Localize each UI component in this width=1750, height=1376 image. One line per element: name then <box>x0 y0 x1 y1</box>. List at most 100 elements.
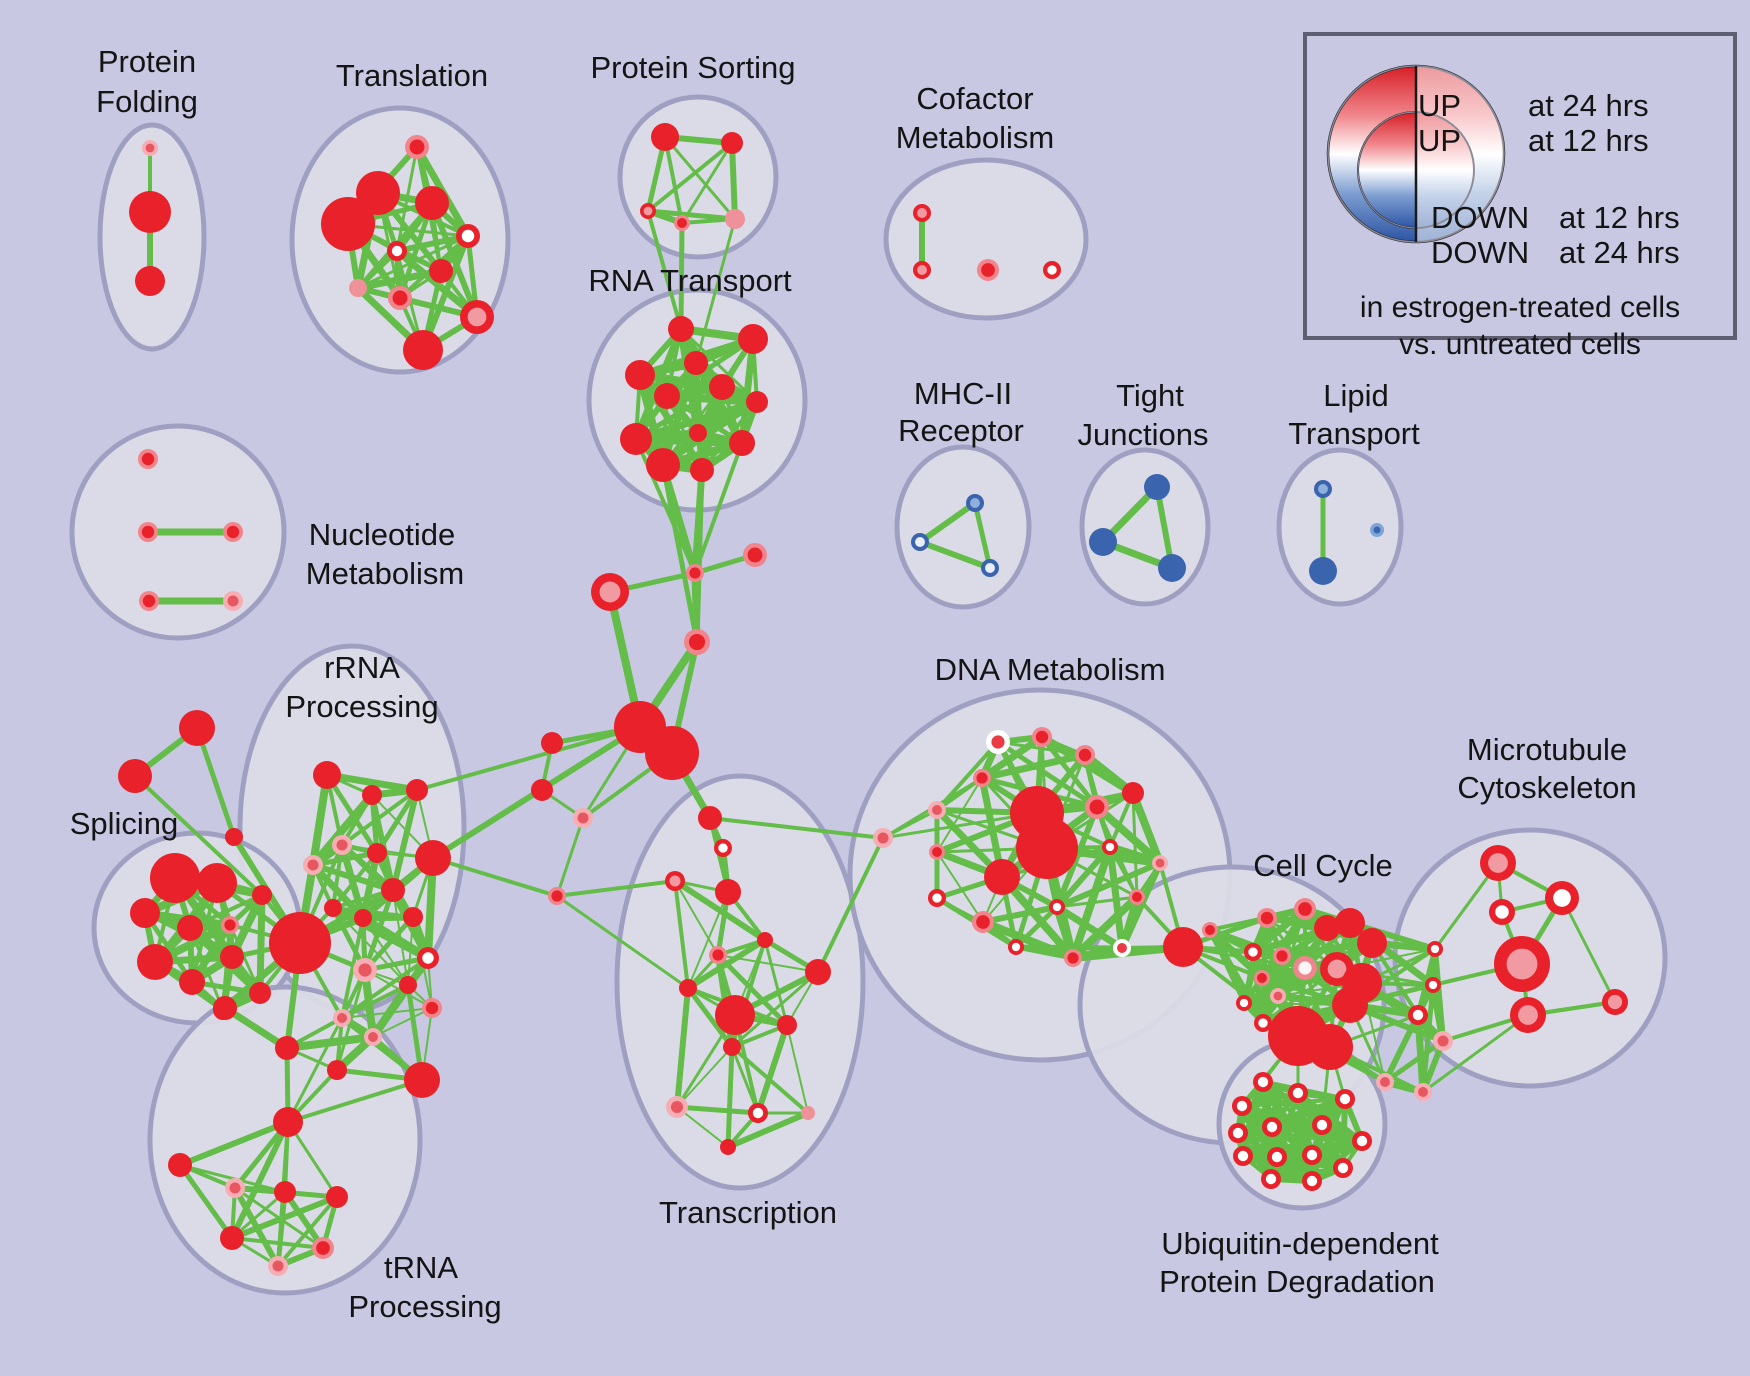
gene-node[interactable] <box>679 979 697 997</box>
gene-node[interactable] <box>422 998 442 1018</box>
gene-node[interactable] <box>367 843 387 863</box>
gene-node[interactable] <box>913 204 931 222</box>
gene-node[interactable] <box>460 300 494 334</box>
gene-node[interactable] <box>130 898 160 928</box>
gene-node[interactable] <box>984 859 1020 895</box>
gene-node[interactable] <box>327 1060 347 1080</box>
gene-node[interactable] <box>1085 795 1109 819</box>
gene-node[interactable] <box>1333 1158 1353 1178</box>
gene-node[interactable] <box>686 564 704 582</box>
gene-node[interactable] <box>981 559 999 577</box>
gene-node[interactable] <box>354 909 372 927</box>
gene-node[interactable] <box>349 279 367 297</box>
gene-node[interactable] <box>911 533 929 551</box>
gene-node[interactable] <box>1425 977 1441 993</box>
gene-node[interactable] <box>640 203 656 219</box>
gene-node[interactable] <box>684 629 710 655</box>
gene-node[interactable] <box>1129 889 1145 905</box>
gene-node[interactable] <box>142 140 158 156</box>
gene-node[interactable] <box>757 932 773 948</box>
gene-node[interactable] <box>1016 817 1078 879</box>
gene-node[interactable] <box>1357 928 1387 958</box>
gene-node[interactable] <box>646 448 680 482</box>
gene-node[interactable] <box>1335 908 1365 938</box>
gene-node[interactable] <box>725 209 745 229</box>
gene-node[interactable] <box>1602 989 1628 1015</box>
gene-node[interactable] <box>698 806 722 830</box>
gene-node[interactable] <box>715 995 755 1035</box>
gene-node[interactable] <box>1370 523 1384 537</box>
gene-node[interactable] <box>1433 1031 1453 1051</box>
gene-node[interactable] <box>801 1106 815 1120</box>
gene-node[interactable] <box>326 1186 348 1208</box>
gene-node[interactable] <box>1233 1146 1253 1166</box>
gene-node[interactable] <box>805 959 831 985</box>
gene-node[interactable] <box>973 769 991 787</box>
gene-node[interactable] <box>429 259 453 283</box>
gene-node[interactable] <box>1545 881 1579 915</box>
gene-node[interactable] <box>220 945 244 969</box>
gene-node[interactable] <box>1307 1024 1353 1070</box>
gene-node[interactable] <box>709 946 727 964</box>
gene-node[interactable] <box>223 591 243 611</box>
gene-node[interactable] <box>1314 915 1340 941</box>
gene-node[interactable] <box>356 171 400 215</box>
gene-node[interactable] <box>1267 1147 1287 1167</box>
gene-node[interactable] <box>966 494 984 512</box>
gene-node[interactable] <box>1152 855 1168 871</box>
gene-node[interactable] <box>273 1107 303 1137</box>
gene-node[interactable] <box>405 135 429 159</box>
gene-node[interactable] <box>986 730 1010 754</box>
gene-node[interactable] <box>129 191 171 233</box>
gene-node[interactable] <box>1113 939 1131 957</box>
gene-node[interactable] <box>139 591 159 611</box>
gene-node[interactable] <box>138 522 158 542</box>
gene-node[interactable] <box>1089 528 1117 556</box>
gene-node[interactable] <box>168 1153 192 1177</box>
gene-node[interactable] <box>179 710 215 746</box>
gene-node[interactable] <box>364 1028 382 1046</box>
gene-node[interactable] <box>928 801 946 819</box>
gene-node[interactable] <box>274 1181 296 1203</box>
gene-node[interactable] <box>1228 1123 1248 1143</box>
gene-node[interactable] <box>197 863 237 903</box>
gene-node[interactable] <box>1312 1115 1332 1135</box>
gene-node[interactable] <box>332 835 352 855</box>
gene-node[interactable] <box>362 785 382 805</box>
gene-node[interactable] <box>415 186 449 220</box>
gene-node[interactable] <box>1270 988 1286 1004</box>
gene-node[interactable] <box>220 1226 244 1250</box>
gene-node[interactable] <box>715 879 741 905</box>
gene-node[interactable] <box>666 1096 688 1118</box>
gene-node[interactable] <box>1262 1117 1282 1137</box>
gene-node[interactable] <box>1158 554 1186 582</box>
gene-node[interactable] <box>591 573 629 611</box>
gene-node[interactable] <box>313 761 341 789</box>
gene-node[interactable] <box>221 916 239 934</box>
gene-node[interactable] <box>275 1036 299 1060</box>
gene-node[interactable] <box>135 266 165 296</box>
gene-node[interactable] <box>1261 1169 1281 1189</box>
gene-node[interactable] <box>415 840 451 876</box>
gene-node[interactable] <box>249 982 271 1004</box>
gene-node[interactable] <box>1408 1005 1428 1025</box>
gene-node[interactable] <box>1236 995 1252 1011</box>
gene-node[interactable] <box>690 458 714 482</box>
gene-node[interactable] <box>312 1237 334 1259</box>
gene-node[interactable] <box>1510 997 1546 1033</box>
gene-node[interactable] <box>324 899 342 917</box>
gene-node[interactable] <box>1232 1096 1252 1116</box>
gene-node[interactable] <box>1254 970 1270 986</box>
gene-node[interactable] <box>225 828 243 846</box>
gene-node[interactable] <box>684 351 708 375</box>
gene-node[interactable] <box>333 1009 351 1027</box>
gene-node[interactable] <box>353 958 377 982</box>
gene-node[interactable] <box>1064 949 1082 967</box>
gene-node[interactable] <box>213 1000 233 1020</box>
gene-node[interactable] <box>1376 1073 1394 1091</box>
gene-node[interactable] <box>1288 1083 1308 1103</box>
gene-node[interactable] <box>1489 899 1515 925</box>
gene-node[interactable] <box>1332 987 1368 1023</box>
gene-node[interactable] <box>746 391 768 413</box>
gene-node[interactable] <box>399 976 417 994</box>
